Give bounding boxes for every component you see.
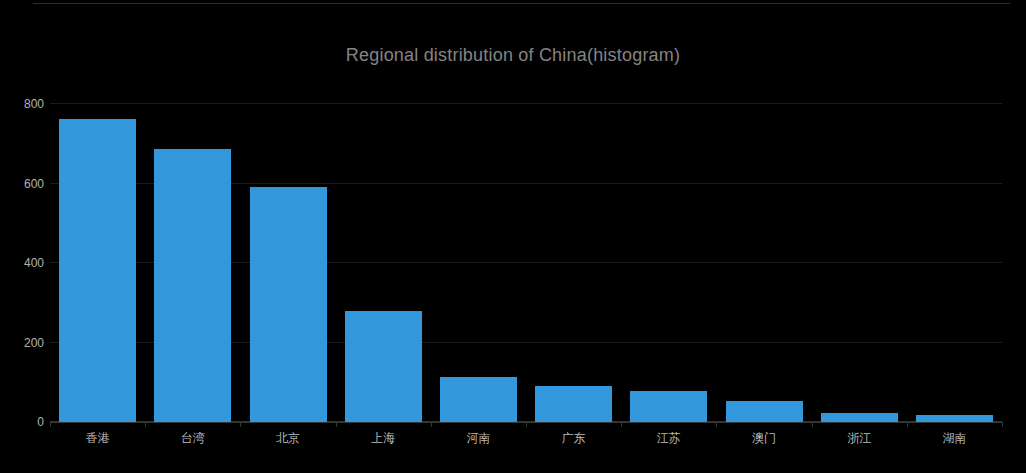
x-axis-category-label: 北京 — [240, 431, 335, 445]
chart-canvas: Regional distribution of China(histogram… — [0, 0, 1026, 473]
x-axis-category-label: 澳门 — [716, 431, 811, 445]
bar-8[interactable] — [726, 401, 803, 422]
top-border — [33, 3, 1010, 4]
y-axis-tick-label: 600 — [0, 177, 44, 191]
bar-2[interactable] — [154, 149, 231, 422]
bar-4[interactable] — [345, 311, 422, 422]
y-axis-tick-label: 800 — [0, 97, 44, 111]
x-axis-category-label: 江苏 — [621, 431, 716, 445]
x-axis-category-label: 湖南 — [907, 431, 1002, 445]
x-axis-tick — [240, 422, 241, 427]
y-axis-tick-label: 0 — [0, 415, 44, 429]
x-axis-tick — [716, 422, 717, 427]
y-axis-tick-label: 400 — [0, 256, 44, 270]
x-axis-tick — [50, 422, 51, 427]
plot-area — [50, 104, 1002, 422]
x-axis-category-label: 台湾 — [145, 431, 240, 445]
gridline — [50, 103, 1002, 104]
x-axis-tick — [621, 422, 622, 427]
x-axis-tick — [431, 422, 432, 427]
y-axis-tick-label: 200 — [0, 336, 44, 350]
x-axis-category-label: 广东 — [526, 431, 621, 445]
bar-5[interactable] — [440, 377, 517, 422]
bar-3[interactable] — [250, 187, 327, 422]
x-axis-category-label: 香港 — [50, 431, 145, 445]
x-axis-tick — [907, 422, 908, 427]
x-axis-category-label: 浙江 — [812, 431, 907, 445]
chart-title: Regional distribution of China(histogram… — [0, 45, 1026, 66]
bar-9[interactable] — [821, 413, 898, 422]
bar-6[interactable] — [535, 386, 612, 422]
x-axis-tick — [526, 422, 527, 427]
x-axis-category-label: 上海 — [336, 431, 431, 445]
x-axis-tick — [145, 422, 146, 427]
x-axis-tick — [812, 422, 813, 427]
bar-1[interactable] — [59, 119, 136, 422]
bar-10[interactable] — [916, 415, 993, 422]
x-axis-tick — [1002, 422, 1003, 427]
x-axis-category-label: 河南 — [431, 431, 526, 445]
x-axis-tick — [336, 422, 337, 427]
bar-7[interactable] — [630, 391, 707, 422]
